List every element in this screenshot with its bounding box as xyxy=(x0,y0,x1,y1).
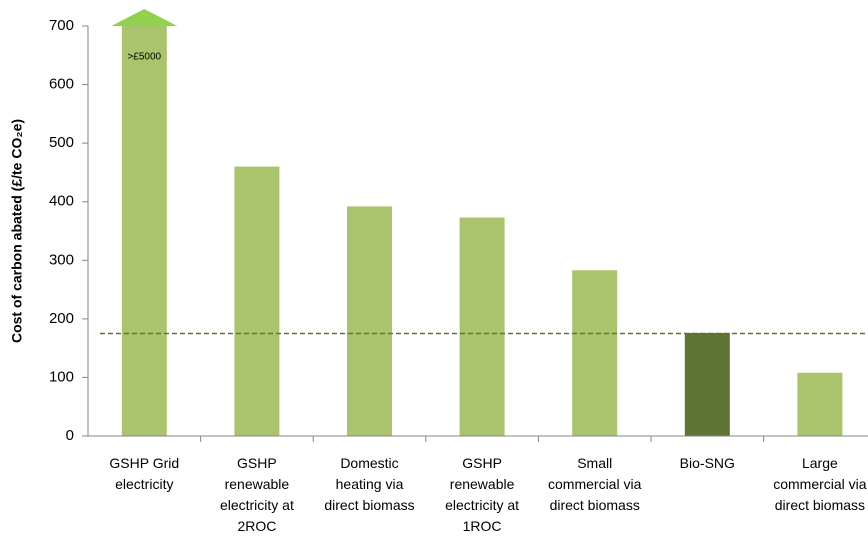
x-tick-label: Bio-SNG xyxy=(680,455,735,471)
overflow-arrow xyxy=(111,9,178,26)
y-tick-label: 500 xyxy=(49,134,74,151)
y-axis-label: Cost of carbon abated (£/te CO₂e) xyxy=(9,119,25,343)
bar xyxy=(797,372,843,436)
bar xyxy=(347,206,392,436)
y-tick-label: 700 xyxy=(49,17,74,34)
x-tick-label: GSHP renewable electricity at 1ROC xyxy=(445,455,519,534)
x-tick-label: Large commercial via direct biomass xyxy=(773,455,867,513)
bar xyxy=(684,332,730,436)
y-tick-label: 0 xyxy=(66,427,74,444)
bar xyxy=(234,166,280,437)
y-tick-label: 300 xyxy=(49,251,74,268)
x-tick-label: Small commercial via direct biomass xyxy=(548,455,642,513)
y-tick-label: 200 xyxy=(49,310,74,327)
y-tick-label: 100 xyxy=(49,368,74,385)
x-tick-label: GSHP Grid electricity xyxy=(109,455,179,492)
bar xyxy=(121,26,167,436)
x-tick-label: GSHP renewable electricity at 2ROC xyxy=(220,455,294,534)
y-tick-label: 400 xyxy=(49,193,74,210)
y-tick-label: 600 xyxy=(49,76,74,93)
value-label: >£5000 xyxy=(127,52,161,63)
plot-area xyxy=(121,26,843,437)
x-tick-label: Domestic heating via direct biomass xyxy=(324,455,414,513)
bar xyxy=(459,217,505,436)
bar xyxy=(572,270,618,436)
